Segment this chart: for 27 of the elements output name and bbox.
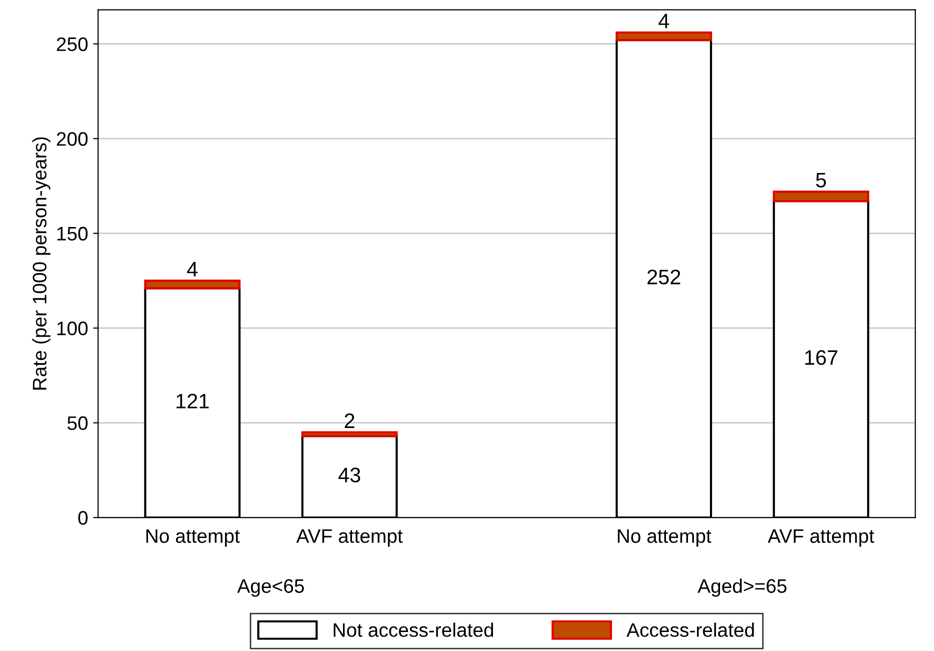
data-label: 5 [816, 173, 826, 188]
data-label: 252 [648, 270, 680, 284]
bar [616, 31, 712, 42]
bar [772, 190, 870, 202]
text: Age<65 [237, 579, 304, 597]
bar [301, 431, 398, 438]
bar [144, 280, 241, 290]
data-label: 43 [338, 468, 360, 482]
y-axis-title: Rate (per 1000 person-years) [32, 137, 50, 390]
x-tick-label: AVF attempt [768, 529, 874, 547]
data-label: 4 [658, 14, 670, 28]
x-tick-label: No attempt [618, 529, 712, 547]
x-tick-label: No attempt [146, 529, 240, 547]
y-tick-label: 200 [56, 132, 88, 146]
data-label: 4 [187, 262, 198, 276]
data-label: 121 [176, 394, 209, 408]
legend-label: Access-related [626, 622, 754, 637]
legend-label: Not access-related [334, 622, 494, 637]
y-tick-label: 50 [68, 416, 88, 430]
y-tick-label: 250 [56, 37, 88, 52]
y-tick-label: 150 [57, 226, 88, 241]
data-label: 167 [805, 350, 838, 365]
text: Aged>=65 [698, 578, 786, 597]
y-tick-label: 0 [78, 511, 88, 525]
data-label: 2 [344, 413, 354, 428]
y-tick-label: 100 [57, 322, 88, 336]
x-tick-label: AVF attempt [296, 529, 403, 547]
